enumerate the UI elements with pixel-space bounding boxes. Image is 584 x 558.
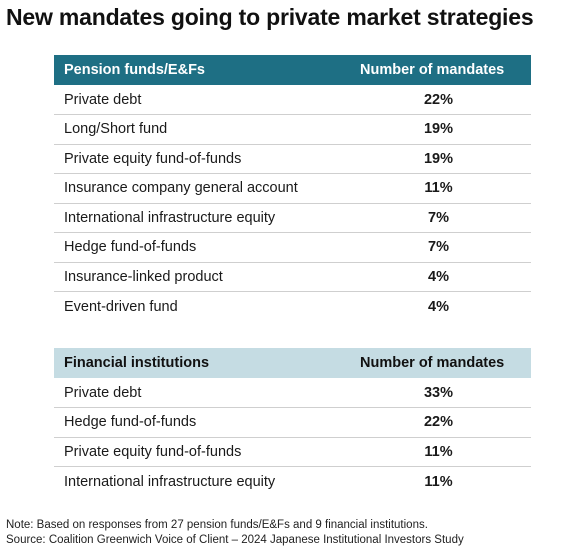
table-row: Private debt 22%	[54, 85, 531, 115]
table-row: Hedge fund-of-funds 7%	[54, 232, 531, 263]
row-value: 4%	[352, 262, 531, 292]
footnotes: Note: Based on responses from 27 pension…	[6, 518, 464, 548]
column-header-category: Financial institutions	[64, 355, 210, 371]
table-row: Insurance-linked product 4%	[54, 262, 531, 292]
row-label: Private debt	[54, 378, 352, 408]
row-value: 19%	[352, 114, 531, 145]
row-value: 19%	[352, 144, 531, 174]
row-label: Private equity fund-of-funds	[54, 437, 352, 467]
column-header-mandates: Number of mandates	[360, 355, 505, 371]
row-value: 11%	[352, 173, 531, 204]
column-header-category: Pension funds/E&Fs	[64, 62, 205, 78]
row-value: 33%	[352, 378, 531, 408]
table-header-row: Financial institutions Number of mandate…	[54, 348, 531, 378]
table-row: Long/Short fund 19%	[54, 114, 531, 145]
row-label: Hedge fund-of-funds	[54, 232, 352, 263]
row-value: 7%	[352, 232, 531, 263]
note-text: Note: Based on responses from 27 pension…	[6, 519, 428, 531]
table-row: Event-driven fund 4%	[54, 292, 531, 322]
table-row: Private equity fund-of-funds 19%	[54, 144, 531, 174]
table-row: International infrastructure equity 11%	[54, 467, 531, 497]
table-row: Hedge fund-of-funds 22%	[54, 407, 531, 438]
table-row: Private equity fund-of-funds 11%	[54, 437, 531, 467]
pension-funds-table: Pension funds/E&Fs Number of mandates Pr…	[54, 55, 531, 321]
row-value: 7%	[352, 203, 531, 233]
row-value: 11%	[424, 473, 453, 490]
row-label: Insurance company general account	[54, 173, 352, 204]
financial-institutions-table: Financial institutions Number of mandate…	[54, 348, 531, 496]
table-row: Insurance company general account 11%	[54, 173, 531, 204]
row-label: Private equity fund-of-funds	[54, 144, 352, 174]
row-label: International infrastructure equity	[54, 203, 352, 233]
table-row: Private debt 33%	[54, 378, 531, 408]
row-label: Event-driven fund	[64, 298, 178, 315]
row-value: 22%	[352, 407, 531, 438]
row-label: Private debt	[54, 85, 352, 115]
row-label: International infrastructure equity	[64, 473, 276, 490]
page-title: New mandates going to private market str…	[6, 4, 534, 30]
row-label: Hedge fund-of-funds	[54, 407, 352, 438]
row-value: 11%	[352, 437, 531, 467]
table-row: International infrastructure equity 7%	[54, 203, 531, 233]
row-value: 22%	[352, 85, 531, 115]
source-text: Source: Coalition Greenwich Voice of Cli…	[6, 534, 464, 546]
table-header-row: Pension funds/E&Fs Number of mandates	[54, 55, 531, 85]
row-label: Long/Short fund	[54, 114, 352, 145]
row-value: 4%	[428, 298, 449, 315]
column-header-mandates: Number of mandates	[360, 62, 505, 78]
row-label: Insurance-linked product	[54, 262, 352, 292]
